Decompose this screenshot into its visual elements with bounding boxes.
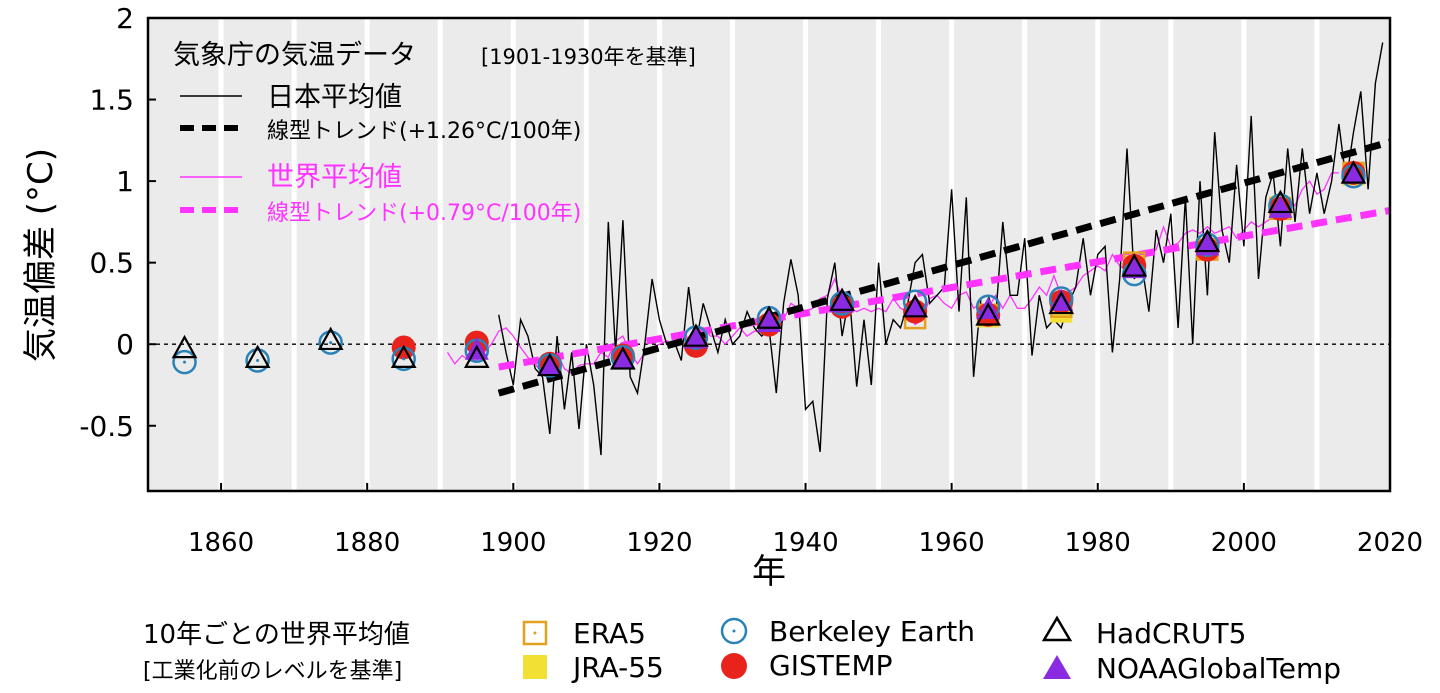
- x-tick-label: 1920: [626, 528, 692, 558]
- legend-jra55-marker: [523, 655, 547, 679]
- noaa-marker: [1195, 233, 1220, 256]
- decade-bands: [218, 18, 1320, 491]
- noaa-marker: [1341, 161, 1366, 184]
- hadcrut-marker: [536, 352, 563, 377]
- bottom-legend-title-1: 10年ごとの世界平均値: [143, 620, 410, 650]
- y-tick-label: 1.5: [89, 84, 134, 117]
- legend-gistemp-label: GISTEMP: [769, 649, 893, 682]
- y-axis-label: 気温偏差 (°C): [21, 148, 61, 362]
- berkeley-marker: [172, 349, 197, 375]
- japan-trend-line: [497, 138, 1391, 397]
- noaa-marker: [537, 352, 562, 375]
- axes-group: 1860 1880 1900 1920 1940 1960 1980 2000 2020 -0.5…: [79, 2, 1423, 558]
- legend-world-label: 世界平均値: [267, 162, 402, 193]
- noaa-marker: [683, 326, 708, 349]
- berkeley-marker-dot: [256, 359, 260, 363]
- x-tick-label: 1960: [919, 528, 985, 558]
- legend-jra55-label: JRA-55: [571, 651, 664, 684]
- legend-berkeley-marker: [720, 617, 748, 645]
- hadcrut-marker: [683, 323, 709, 347]
- legend-era5-label: ERA5: [573, 617, 646, 650]
- decadal-markers-group: [171, 160, 1367, 378]
- hadcrut-marker: [829, 287, 855, 311]
- plot-frame: [146, 16, 1392, 493]
- hadcrut-marker: [610, 346, 636, 370]
- legend-hadcrut-marker: [1041, 615, 1073, 642]
- japan-series-group: [498, 42, 1384, 456]
- trend-lines-group: [497, 138, 1391, 397]
- x-axis-label: 年: [752, 552, 786, 592]
- legend-world-trend-label: 線型トレンド(+0.79°C/100年): [267, 201, 581, 226]
- y-tick-label: 0: [116, 328, 134, 361]
- hadcrut-marker: [902, 294, 928, 318]
- bottom-legend: 10年ごとの世界平均値 [工業化前のレベルを基準] ERA5 JRA-55 Be…: [143, 615, 1341, 685]
- x-tick-label: 1980: [1065, 528, 1131, 558]
- hadcrut-marker: [171, 334, 198, 359]
- plot-background: [148, 18, 1390, 491]
- world-trend-line: [498, 207, 1391, 371]
- hadcrut-marker: [1267, 189, 1294, 214]
- legend-header-sub: [1901-1930年を基準]: [481, 45, 696, 69]
- legend-gistemp-marker: [721, 653, 747, 679]
- berkeley-marker-dot: [183, 360, 187, 364]
- noaa-marker: [830, 290, 855, 313]
- y-tick-label: 1: [116, 165, 134, 198]
- y-tick-label: 2: [116, 2, 134, 35]
- bottom-legend-title-2: [工業化前のレベルを基準]: [143, 659, 402, 684]
- legend-japan-label: 日本平均値: [267, 82, 402, 113]
- berkeley-marker-dot: [402, 357, 406, 361]
- hadcrut-marker: [463, 344, 490, 368]
- legend-berkeley-dot: [732, 629, 736, 633]
- legend-header-main: 気象庁の気温データ: [173, 40, 416, 71]
- hadcrut-marker: [1121, 253, 1148, 277]
- top-legend: 気象庁の気温データ [1901-1930年を基準] 日本平均値 線型トレンド(+…: [173, 40, 696, 226]
- noaa-marker: [610, 345, 635, 368]
- legend-noaa-marker: [1043, 655, 1071, 679]
- legend-japan-trend-label: 線型トレンド(+1.26°C/100年): [267, 119, 581, 144]
- noaa-marker: [1122, 256, 1147, 279]
- legend-berkeley-label: Berkeley Earth: [769, 615, 975, 648]
- noaa-marker: [757, 310, 781, 333]
- legend-noaa-label: NOAAGlobalTemp: [1096, 652, 1341, 685]
- berkeley-marker: [318, 330, 343, 355]
- berkeley-marker-dot: [329, 341, 333, 345]
- hadcrut-marker: [390, 344, 417, 368]
- hadcrut-marker: [1048, 290, 1075, 315]
- hadcrut-marker: [975, 302, 1002, 326]
- noaa-marker: [903, 295, 928, 318]
- x-tick-label: 2000: [1211, 528, 1277, 558]
- x-tick-label: 1900: [480, 528, 546, 558]
- x-tick-label: 1880: [334, 528, 400, 558]
- hadcrut-marker: [244, 344, 271, 368]
- hadcrut-marker: [317, 326, 344, 351]
- japan-average-line: [498, 42, 1384, 456]
- legend-hadcrut-label: HadCRUT5: [1096, 617, 1246, 650]
- x-tick-label: 1860: [188, 528, 254, 558]
- x-tick-label: 2020: [1357, 528, 1423, 558]
- legend-era5-marker: [522, 620, 548, 646]
- berkeley-marker: [245, 348, 270, 373]
- y-tick-label: 0.5: [89, 247, 134, 280]
- x-tick-label: 1940: [772, 528, 838, 558]
- y-tick-label: -0.5: [79, 410, 134, 443]
- hadcrut-marker: [1340, 160, 1367, 184]
- hadcrut-marker: [756, 305, 782, 329]
- hadcrut-marker: [1194, 228, 1221, 253]
- legend-era5-dot: [533, 631, 537, 635]
